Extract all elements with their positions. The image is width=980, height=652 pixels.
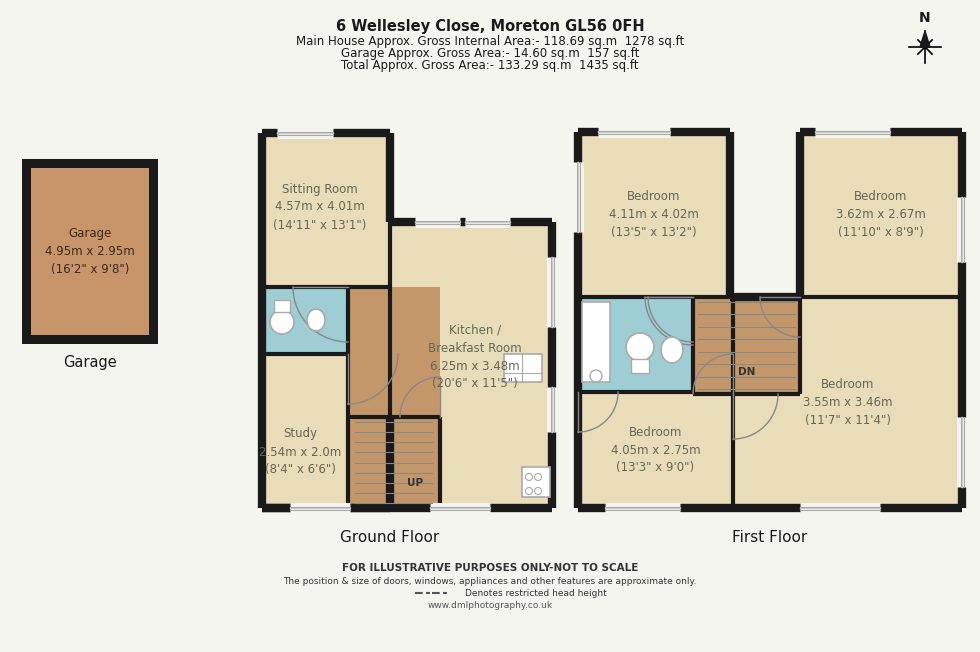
Text: Garage Approx. Gross Area:- 14.60 sq.m  157 sq.ft: Garage Approx. Gross Area:- 14.60 sq.m 1…	[341, 46, 639, 59]
Text: The position & size of doors, windows, appliances and other features are approxi: The position & size of doors, windows, a…	[283, 576, 697, 585]
Text: Bedroom
4.05m x 2.75m
(13'3" x 9'0"): Bedroom 4.05m x 2.75m (13'3" x 9'0")	[611, 426, 701, 475]
Bar	[262, 287, 348, 354]
Text: www.dmlphotography.co.uk: www.dmlphotography.co.uk	[427, 602, 553, 610]
Bar	[348, 287, 440, 508]
Text: Bedroom
4.11m x 4.02m
(13'5" x 13'2"): Bedroom 4.11m x 4.02m (13'5" x 13'2")	[609, 190, 699, 239]
Circle shape	[590, 370, 602, 382]
Circle shape	[534, 473, 542, 481]
Circle shape	[270, 310, 294, 334]
Ellipse shape	[661, 337, 683, 363]
Bar	[262, 133, 390, 287]
Bar	[262, 133, 390, 508]
Bar	[733, 297, 962, 508]
Circle shape	[534, 488, 542, 494]
Text: Garage: Garage	[63, 355, 117, 370]
Bar	[800, 132, 962, 297]
Text: UP: UP	[407, 478, 423, 488]
Circle shape	[525, 488, 532, 494]
Bar	[631, 359, 649, 373]
Polygon shape	[920, 31, 930, 47]
Bar	[578, 132, 730, 297]
Ellipse shape	[307, 309, 325, 331]
Text: Ground Floor: Ground Floor	[340, 529, 440, 544]
Bar	[504, 354, 542, 382]
Text: Sitting Room
4.57m x 4.01m
(14'11" x 13'1"): Sitting Room 4.57m x 4.01m (14'11" x 13'…	[273, 183, 367, 231]
Bar	[22, 159, 158, 344]
Bar	[578, 297, 693, 392]
Text: N: N	[919, 11, 931, 25]
Text: Main House Approx. Gross Internal Area:- 118.69 sq.m  1278 sq.ft: Main House Approx. Gross Internal Area:-…	[296, 35, 684, 48]
Bar	[582, 302, 610, 382]
Text: Bedroom
3.55m x 3.46m
(11'7" x 11'4"): Bedroom 3.55m x 3.46m (11'7" x 11'4")	[803, 378, 892, 427]
Circle shape	[626, 333, 654, 361]
Text: DN: DN	[738, 367, 756, 377]
Circle shape	[525, 473, 532, 481]
Text: FOR ILLUSTRATIVE PURPOSES ONLY-NOT TO SCALE: FOR ILLUSTRATIVE PURPOSES ONLY-NOT TO SC…	[342, 563, 638, 573]
Text: First Floor: First Floor	[732, 529, 808, 544]
Text: 6 Wellesley Close, Moreton GL56 0FH: 6 Wellesley Close, Moreton GL56 0FH	[336, 20, 644, 35]
Bar	[274, 300, 290, 312]
Bar	[390, 222, 552, 508]
Text: Study
2.54m x 2.0m
(8'4" x 6'6"): Study 2.54m x 2.0m (8'4" x 6'6")	[259, 428, 341, 477]
Text: Total Approx. Gross Area:- 133.29 sq.m  1435 sq.ft: Total Approx. Gross Area:- 133.29 sq.m 1…	[341, 59, 639, 72]
Bar	[522, 467, 550, 497]
Text: Denotes restricted head height: Denotes restricted head height	[465, 589, 607, 597]
Bar	[31, 168, 149, 335]
Text: Garage
4.95m x 2.95m
(16'2" x 9'8"): Garage 4.95m x 2.95m (16'2" x 9'8")	[45, 227, 135, 276]
Text: Bedroom
3.62m x 2.67m
(11'10" x 8'9"): Bedroom 3.62m x 2.67m (11'10" x 8'9")	[836, 190, 926, 239]
Text: Kitchen /
Breakfast Room
6.25m x 3.48m
(20'6" x 11'5"): Kitchen / Breakfast Room 6.25m x 3.48m (…	[428, 323, 521, 391]
Bar	[578, 297, 733, 508]
Bar	[693, 297, 800, 394]
